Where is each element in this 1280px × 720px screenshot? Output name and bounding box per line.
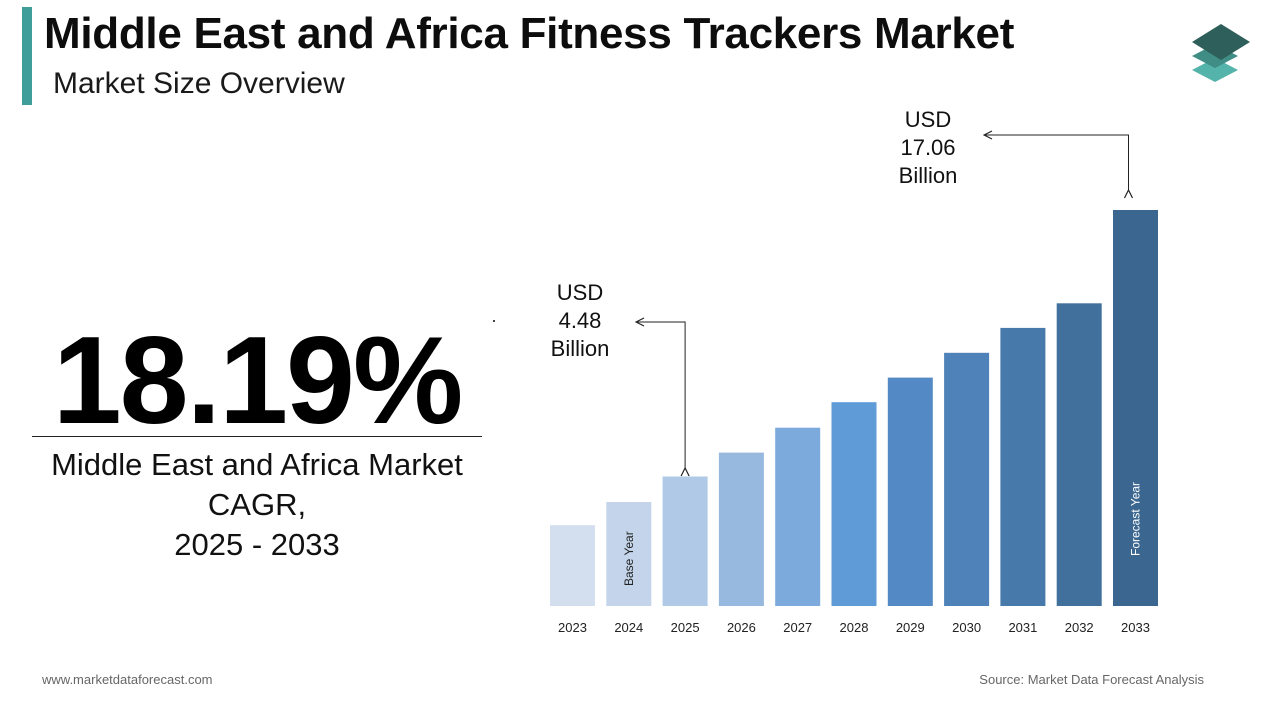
- logo-layer-top: [1192, 24, 1250, 60]
- website-footer: www.marketdataforecast.com: [42, 672, 213, 687]
- cagr-caption-line: CAGR,: [207, 487, 307, 522]
- bar-2027: [775, 427, 821, 606]
- x-tick-label: 2030: [952, 620, 981, 635]
- annotation-arrow: [984, 135, 1129, 190]
- x-tick-label: 2031: [1008, 620, 1037, 635]
- x-tick-label: 2025: [671, 620, 700, 635]
- x-tick-label: 2027: [783, 620, 812, 635]
- bar-2024: [606, 502, 652, 606]
- annotation-label: Billion: [899, 163, 958, 188]
- annotation-label: USD: [905, 107, 951, 132]
- forecast-year-label: Forecast Year: [1129, 482, 1143, 556]
- x-tick-label: 2033: [1121, 620, 1150, 635]
- bar-2032: [1056, 303, 1102, 606]
- base-year-label: Base Year: [622, 531, 636, 586]
- bar-2025: [662, 476, 708, 606]
- annotation-label: 17.06: [900, 135, 955, 160]
- bar-2023: [550, 525, 595, 606]
- logo-layer-bottom: [1192, 58, 1238, 82]
- x-tick-label: 2024: [614, 620, 643, 635]
- annotation-arrow: [636, 322, 685, 468]
- decorative-dot: [493, 320, 495, 322]
- x-tick-label: 2028: [840, 620, 869, 635]
- annotation-label: 4.48: [559, 308, 602, 333]
- bar-2029: [887, 377, 933, 606]
- cagr-divider: [32, 436, 482, 437]
- title-accent-bar: [22, 7, 32, 105]
- bar-2031: [1000, 327, 1046, 606]
- cagr-caption: Middle East and Africa Market CAGR, 2025…: [22, 445, 492, 565]
- annotation-label: USD: [557, 280, 603, 305]
- stacked-layers-icon: [1192, 24, 1250, 82]
- source-footer: Source: Market Data Forecast Analysis: [979, 672, 1204, 687]
- cagr-caption-line: Middle East and Africa Market: [51, 447, 463, 482]
- annotation-label: Billion: [551, 336, 610, 361]
- bar-2026: [718, 452, 764, 606]
- x-tick-label: 2026: [727, 620, 756, 635]
- page-title: Middle East and Africa Fitness Trackers …: [44, 9, 1015, 58]
- bar-2033: [1113, 210, 1158, 606]
- x-tick-label: 2023: [558, 620, 587, 635]
- cagr-caption-line: 2025 - 2033: [174, 527, 340, 562]
- cagr-value: 18.19%: [52, 312, 464, 450]
- x-tick-label: 2032: [1065, 620, 1094, 635]
- bar-2030: [944, 352, 990, 606]
- page-subtitle: Market Size Overview: [53, 67, 345, 100]
- bar-2028: [831, 402, 877, 606]
- x-tick-label: 2029: [896, 620, 925, 635]
